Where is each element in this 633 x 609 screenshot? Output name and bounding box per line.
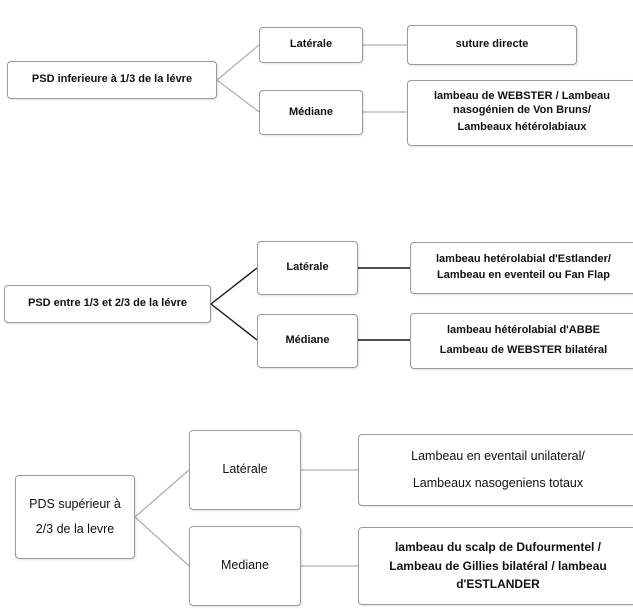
lateral-result-1-text: suture directe — [455, 38, 529, 51]
median-node-1: Médiane — [259, 90, 363, 135]
lateral-node-3-label: Latérale — [222, 462, 268, 477]
group3-connectors — [134, 469, 358, 567]
median-node-2-label: Médiane — [285, 334, 330, 347]
median-result-1: lambeau de WEBSTER / Lambeau nasogénien … — [407, 80, 633, 146]
median-result-3: lambeau du scalp de Dufourmentel / Lambe… — [358, 527, 633, 605]
root-node-3: PDS supérieur à 2/3 de la levre — [15, 475, 135, 559]
median-result-2-line-2: Lambeau de WEBSTER bilatéral — [439, 344, 608, 356]
root-node-1-label: PSD inferieure à 1/3 de la lévre — [31, 73, 193, 86]
lateral-result-3-line-2: Lambeaux nasogeniens totaux — [412, 476, 584, 490]
lateral-result-1: suture directe — [407, 25, 577, 65]
lateral-result-2: lambeau hetérolabial d'Estlander/ Lambea… — [410, 242, 633, 294]
lateral-node-3: Latérale — [189, 430, 301, 510]
median-result-2-line-1: lambeau hétérolabial d'ABBE — [446, 324, 600, 337]
median-node-2: Médiane — [257, 314, 358, 368]
group2-connectors — [210, 267, 410, 341]
root-node-2: PSD entre 1/3 et 2/3 de la lévre — [4, 285, 211, 323]
group1-connectors — [216, 44, 407, 113]
median-result-3-line-1: lambeau du scalp de Dufourmentel / — [394, 540, 602, 555]
lateral-result-2-line-2: Lambeau en eventeil ou Fan Flap — [437, 269, 610, 281]
lateral-node-1-label: Latérale — [289, 38, 333, 51]
root-node-3-line-2: 2/3 de la levre — [35, 522, 115, 536]
median-node-3-label: Mediane — [221, 558, 269, 573]
median-node-1-label: Médiane — [288, 105, 333, 118]
median-result-1-line-1: lambeau de WEBSTER / Lambeau — [433, 89, 611, 102]
lateral-node-2-label: Latérale — [286, 261, 329, 274]
root-node-3-line-1: PDS supérieur à — [29, 496, 121, 511]
median-result-3-line-3: d'ESTLANDER — [456, 577, 540, 592]
median-result-1-line-3: Lambeaux hétérolabiaux — [457, 121, 587, 134]
median-result-3-line-2: Lambeau de Gillies bilatéral / lambeau — [389, 558, 607, 573]
lateral-result-3-line-1: Lambeau en eventail unilateral/ — [411, 448, 585, 463]
lateral-node-1: Latérale — [259, 27, 363, 63]
lateral-result-2-line-1: lambeau hetérolabial d'Estlander/ — [435, 253, 611, 266]
lateral-node-2: Latérale — [257, 241, 358, 295]
root-node-2-label: PSD entre 1/3 et 2/3 de la lévre — [28, 297, 187, 310]
median-result-2: lambeau hétérolabial d'ABBE Lambeau de W… — [410, 313, 633, 369]
root-node-1: PSD inferieure à 1/3 de la lévre — [7, 61, 217, 99]
lateral-result-3: Lambeau en eventail unilateral/ Lambeaux… — [358, 434, 633, 506]
median-result-1-line-2: nasogénien de Von Bruns/ — [453, 103, 591, 116]
median-node-3: Mediane — [189, 526, 301, 606]
